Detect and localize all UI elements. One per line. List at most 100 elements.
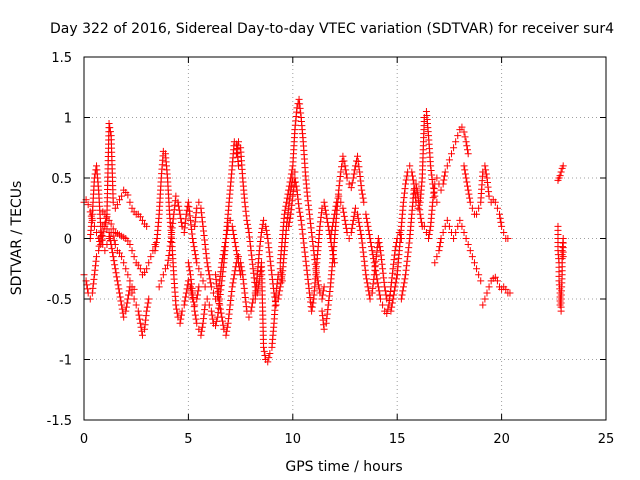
data-point — [188, 280, 196, 288]
data-point — [265, 248, 273, 256]
data-point — [188, 230, 196, 238]
data-point — [101, 247, 109, 255]
data-point — [207, 279, 215, 287]
data-point — [90, 271, 98, 279]
data-point — [180, 301, 188, 309]
data-point — [413, 188, 421, 196]
data-point — [193, 291, 201, 299]
data-point — [402, 266, 410, 274]
data-point — [450, 235, 458, 242]
data-point — [340, 208, 348, 216]
data-point — [288, 166, 296, 174]
data-point — [299, 235, 307, 242]
data-point — [242, 207, 250, 215]
data-point — [283, 198, 291, 206]
data-point — [227, 297, 235, 305]
data-point — [219, 321, 227, 329]
data-point — [217, 268, 225, 276]
data-point — [212, 271, 220, 279]
data-point — [221, 243, 229, 251]
data-point — [186, 283, 194, 291]
data-point — [247, 307, 255, 315]
data-point — [428, 176, 436, 184]
data-point — [257, 233, 265, 241]
data-point — [357, 182, 365, 190]
data-point — [428, 171, 436, 179]
data-point — [143, 307, 151, 315]
data-point — [483, 289, 491, 297]
data-point — [356, 168, 364, 176]
data-point — [218, 259, 226, 267]
data-point — [215, 297, 223, 305]
data-point — [427, 162, 435, 170]
data-point — [285, 218, 293, 226]
data-point — [264, 358, 272, 366]
data-point — [456, 216, 464, 224]
data-point — [401, 189, 409, 197]
x-tick-label: 5 — [184, 432, 192, 447]
data-point — [303, 266, 311, 274]
data-point — [189, 239, 197, 247]
grid — [84, 57, 606, 420]
data-point — [376, 243, 384, 251]
data-point — [91, 262, 99, 270]
data-point — [470, 259, 478, 267]
data-point — [484, 179, 492, 187]
data-point — [349, 174, 357, 182]
x-tick-label: 0 — [80, 432, 88, 447]
data-point — [229, 279, 237, 287]
data-point — [473, 210, 481, 218]
data-point — [306, 289, 314, 297]
data-point — [484, 183, 492, 191]
data-point — [436, 243, 444, 251]
data-point — [464, 241, 472, 249]
data-point — [216, 301, 224, 309]
data-point — [322, 319, 330, 327]
data-point — [142, 316, 150, 324]
data-point — [197, 271, 205, 279]
data-point — [109, 249, 117, 257]
data-point — [337, 168, 345, 176]
data-point — [265, 354, 273, 362]
data-point — [260, 216, 268, 224]
data-point — [110, 257, 118, 265]
data-point — [390, 256, 398, 264]
data-point — [191, 301, 199, 309]
data-point — [115, 285, 123, 293]
data-point — [111, 204, 119, 212]
data-point — [214, 293, 222, 301]
data-point — [491, 198, 499, 206]
data-point — [116, 293, 124, 301]
data-point — [319, 291, 327, 299]
data-point — [225, 310, 233, 318]
data-point — [290, 179, 298, 187]
data-points — [80, 95, 567, 366]
data-point — [198, 323, 206, 331]
data-point — [171, 201, 179, 209]
data-point — [462, 138, 470, 146]
data-point — [298, 225, 306, 233]
data-point — [256, 238, 264, 246]
data-point — [248, 299, 256, 307]
data-point — [393, 275, 401, 283]
data-point — [161, 265, 169, 273]
data-point — [193, 295, 201, 303]
data-point — [376, 295, 384, 303]
data-point — [402, 176, 410, 184]
data-point — [276, 283, 284, 291]
data-point — [320, 198, 328, 206]
data-point — [401, 275, 409, 283]
data-point — [308, 228, 316, 236]
data-point — [409, 172, 417, 180]
data-point — [189, 235, 197, 242]
data-point — [200, 227, 208, 235]
data-point — [191, 247, 199, 255]
data-point — [276, 287, 284, 295]
data-point — [307, 224, 315, 232]
data-point — [323, 315, 331, 323]
data-point — [328, 222, 336, 230]
data-point — [186, 267, 194, 275]
y-tick-label: 1.5 — [51, 51, 72, 66]
data-point — [203, 254, 211, 262]
data-point — [420, 222, 428, 230]
